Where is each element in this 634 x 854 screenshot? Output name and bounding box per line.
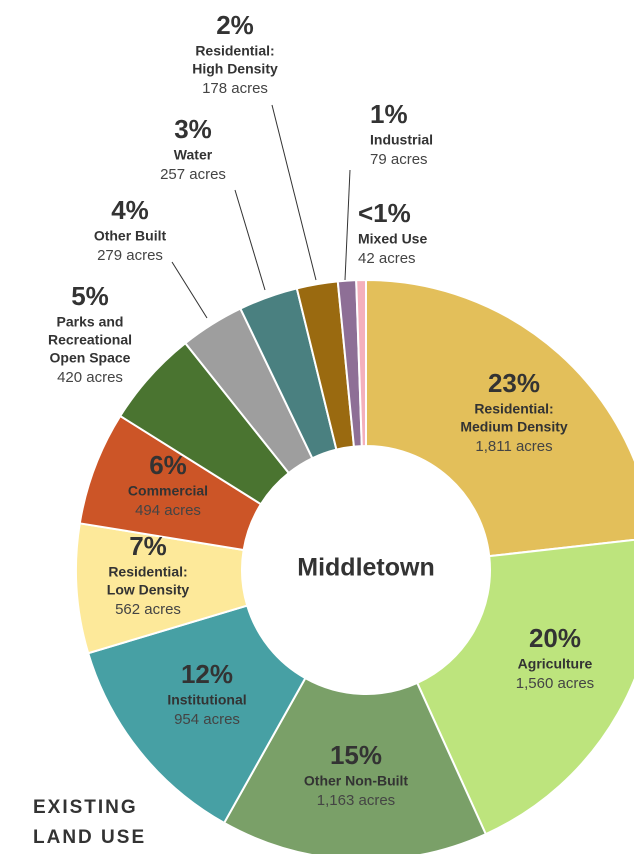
value-label: 954 acres xyxy=(174,711,240,728)
category-label: Institutional xyxy=(167,692,246,708)
percent-label: 23% xyxy=(488,368,540,398)
value-label: 79 acres xyxy=(370,151,428,168)
value-label: 1,163 acres xyxy=(317,792,395,809)
value-label: 494 acres xyxy=(135,502,201,519)
slice xyxy=(415,538,634,836)
percent-label: 5% xyxy=(71,281,109,311)
category-label: Low Density xyxy=(107,582,190,598)
percent-label: 1% xyxy=(370,99,408,129)
category-label: High Density xyxy=(192,61,278,77)
category-label: Parks and xyxy=(57,314,124,330)
value-label: 1,560 acres xyxy=(516,675,594,692)
value-label: 562 acres xyxy=(115,601,181,618)
category-label: Water xyxy=(174,147,213,163)
category-label: Other Non-Built xyxy=(304,773,409,789)
category-label: Medium Density xyxy=(460,419,568,435)
chart-title: EXISTING xyxy=(33,797,138,818)
category-label: Agriculture xyxy=(518,656,593,672)
category-label: Recreational xyxy=(48,332,132,348)
percent-label: 6% xyxy=(149,450,187,480)
value-label: 1,811 acres xyxy=(475,438,552,455)
leader-line xyxy=(271,104,317,281)
category-label: Residential: xyxy=(474,401,553,417)
category-label: Residential: xyxy=(108,564,187,580)
leader-line xyxy=(344,169,351,281)
percent-label: 4% xyxy=(111,195,149,225)
percent-label: <1% xyxy=(358,198,411,228)
chart-title: LAND USE xyxy=(33,827,146,848)
leader-line xyxy=(171,261,208,319)
category-label: Residential: xyxy=(195,43,274,59)
value-label: 42 acres xyxy=(358,250,416,267)
value-label: 257 acres xyxy=(160,166,226,183)
leader-line xyxy=(234,189,266,291)
category-label: Commercial xyxy=(128,483,208,499)
percent-label: 15% xyxy=(330,740,382,770)
percent-label: 2% xyxy=(216,10,254,40)
slice xyxy=(365,278,634,558)
percent-label: 20% xyxy=(529,623,581,653)
percent-label: 3% xyxy=(174,114,212,144)
category-label: Other Built xyxy=(94,228,167,244)
center-label: Middletown xyxy=(297,554,434,582)
slice xyxy=(222,676,488,854)
value-label: 279 acres xyxy=(97,247,163,264)
percent-label: 7% xyxy=(129,531,167,561)
value-label: 178 acres xyxy=(202,80,268,97)
category-label: Industrial xyxy=(370,132,433,148)
category-label: Mixed Use xyxy=(358,231,427,247)
value-label: 420 acres xyxy=(57,369,123,386)
slice xyxy=(86,604,307,825)
slice xyxy=(355,278,367,448)
category-label: Open Space xyxy=(50,350,131,366)
percent-label: 12% xyxy=(181,659,233,689)
